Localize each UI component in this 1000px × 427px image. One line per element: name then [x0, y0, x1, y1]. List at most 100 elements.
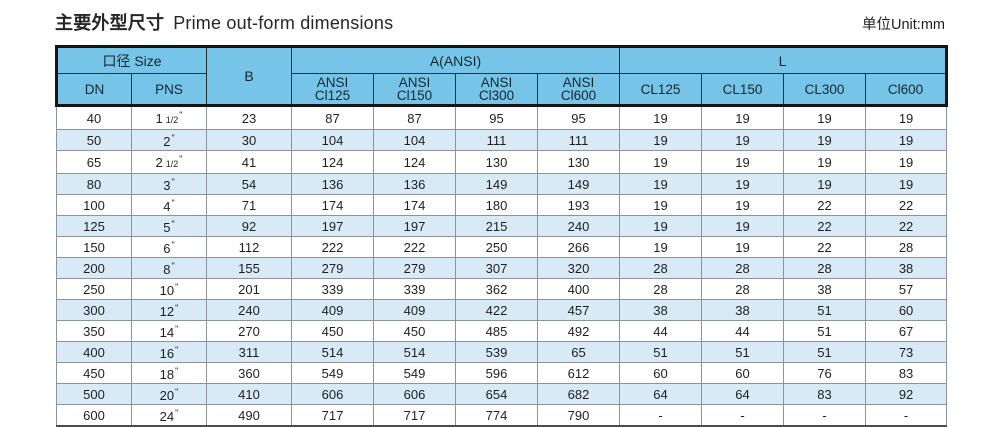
cell-l-3: 19 [865, 129, 948, 151]
cell-a-ansi-1: 409 [373, 299, 456, 321]
header-ansi-line1: ANSI [562, 75, 595, 90]
cell-l-2: 19 [783, 150, 867, 174]
table-row: 400 16" 311 514 514 539 65 51 51 51 73 [56, 341, 948, 363]
cell-a-ansi-2: 250 [455, 236, 538, 258]
pns-number: 3 [163, 178, 171, 193]
header-col-dn: DN [55, 73, 132, 107]
pns-fraction: 1/2 [165, 115, 179, 125]
cell-dn: 80 [56, 173, 132, 195]
cell-pns: 1 1/2" [131, 105, 207, 130]
cell-l-0: 51 [619, 341, 703, 363]
cell-a-ansi-0: 222 [291, 236, 374, 258]
cell-pns: 20" [131, 383, 207, 405]
header-col-ansi-cl300: ANSI Cl300 [455, 73, 538, 107]
cell-l-1: 19 [701, 236, 785, 258]
inch-mark: " [171, 261, 175, 271]
cell-a-ansi-3: 492 [536, 320, 621, 342]
cell-pns: 4" [131, 194, 207, 216]
cell-l-2: 22 [783, 236, 867, 258]
cell-pns: 18" [131, 362, 207, 384]
cell-a-ansi-0: 197 [291, 215, 374, 237]
cell-b: 112 [206, 236, 292, 258]
cell-a-ansi-2: 485 [455, 320, 538, 342]
header-ansi-line2: Cl300 [478, 88, 515, 103]
header-ansi-line2: Cl150 [396, 88, 433, 103]
inch-mark: " [171, 198, 175, 208]
cell-dn: 600 [56, 404, 132, 427]
cell-l-3: 67 [865, 320, 948, 342]
header-col-ansi-cl125: ANSI Cl125 [291, 73, 374, 107]
inch-mark: " [179, 110, 183, 120]
cell-l-0: 19 [619, 194, 703, 216]
table-row: 500 20" 410 606 606 654 682 64 64 83 92 [56, 383, 948, 405]
cell-l-0: 28 [619, 257, 703, 279]
cell-dn: 200 [56, 257, 132, 279]
cell-a-ansi-2: 539 [455, 341, 538, 363]
cell-l-0: 64 [619, 383, 703, 405]
cell-l-2: 22 [783, 194, 867, 216]
pns-number: 6 [163, 241, 171, 256]
inch-mark: " [171, 133, 175, 143]
cell-a-ansi-2: 180 [455, 194, 538, 216]
header-size-group: 口径 Size [55, 45, 207, 74]
cell-b: 71 [206, 194, 292, 216]
cell-a-ansi-0: 514 [291, 341, 374, 363]
cell-l-2: 22 [783, 215, 867, 237]
header-ansi-line2: Cl125 [314, 88, 351, 103]
header-ansi-line1: ANSI [316, 75, 349, 90]
cell-pns: 5" [131, 215, 207, 237]
cell-pns: 12" [131, 299, 207, 321]
inch-mark: " [175, 282, 179, 292]
cell-a-ansi-1: 549 [373, 362, 456, 384]
table-row: 40 1 1/2" 23 87 87 95 95 19 19 19 19 [56, 105, 948, 130]
unit-label: 单位Unit:mm [862, 17, 945, 33]
table-header: 口径 Size B A(ANSI) L DN PNS ANSI Cl125 ANS… [55, 45, 949, 107]
cell-l-1: 19 [701, 129, 785, 151]
cell-l-3: 28 [865, 236, 948, 258]
cell-a-ansi-2: 215 [455, 215, 538, 237]
table-row: 125 5" 92 197 197 215 240 19 19 22 22 [56, 215, 948, 237]
table-row: 350 14" 270 450 450 485 492 44 44 51 67 [56, 320, 948, 342]
cell-l-3: 60 [865, 299, 948, 321]
cell-a-ansi-0: 87 [291, 105, 374, 130]
cell-b: 30 [206, 129, 292, 151]
cell-a-ansi-1: 339 [373, 278, 456, 300]
pns-number: 18 [159, 367, 175, 382]
inch-mark: " [175, 303, 179, 313]
inch-mark: " [175, 366, 179, 376]
cell-l-3: 22 [865, 194, 948, 216]
cell-l-0: 19 [619, 173, 703, 195]
cell-a-ansi-0: 450 [291, 320, 374, 342]
cell-dn: 350 [56, 320, 132, 342]
cell-l-3: 57 [865, 278, 948, 300]
cell-a-ansi-0: 174 [291, 194, 374, 216]
header-col-ansi-cl150: ANSI Cl150 [373, 73, 456, 107]
inch-mark: " [175, 345, 179, 355]
cell-l-2: 19 [783, 105, 867, 130]
page-title-en: Prime out-form dimensions [173, 13, 394, 33]
cell-l-2: 51 [783, 320, 867, 342]
cell-pns: 24" [131, 404, 207, 427]
cell-a-ansi-1: 87 [373, 105, 456, 130]
inch-mark: " [171, 177, 175, 187]
cell-l-1: 19 [701, 150, 785, 174]
header-a-group: A(ANSI) [290, 45, 621, 74]
cell-a-ansi-1: 222 [373, 236, 456, 258]
cell-a-ansi-0: 124 [291, 150, 374, 174]
cell-l-0: 44 [619, 320, 703, 342]
cell-l-1: - [701, 404, 785, 427]
cell-a-ansi-1: 136 [373, 173, 456, 195]
cell-b: 360 [206, 362, 292, 384]
cell-a-ansi-3: 65 [536, 341, 621, 363]
cell-pns: 6" [131, 236, 207, 258]
cell-l-3: 83 [865, 362, 948, 384]
pns-number: 4 [163, 199, 171, 214]
cell-a-ansi-0: 136 [291, 173, 374, 195]
cell-l-0: 19 [619, 215, 703, 237]
catalog-page: 主要外型尺寸 Prime out-form dimensions 单位Unit:m… [55, 13, 949, 427]
cell-pns: 14" [131, 320, 207, 342]
cell-a-ansi-3: 320 [536, 257, 621, 279]
table-row: 250 10" 201 339 339 362 400 28 28 38 57 [56, 278, 948, 300]
cell-l-3: 19 [865, 105, 948, 130]
pns-number: 24 [159, 409, 175, 424]
